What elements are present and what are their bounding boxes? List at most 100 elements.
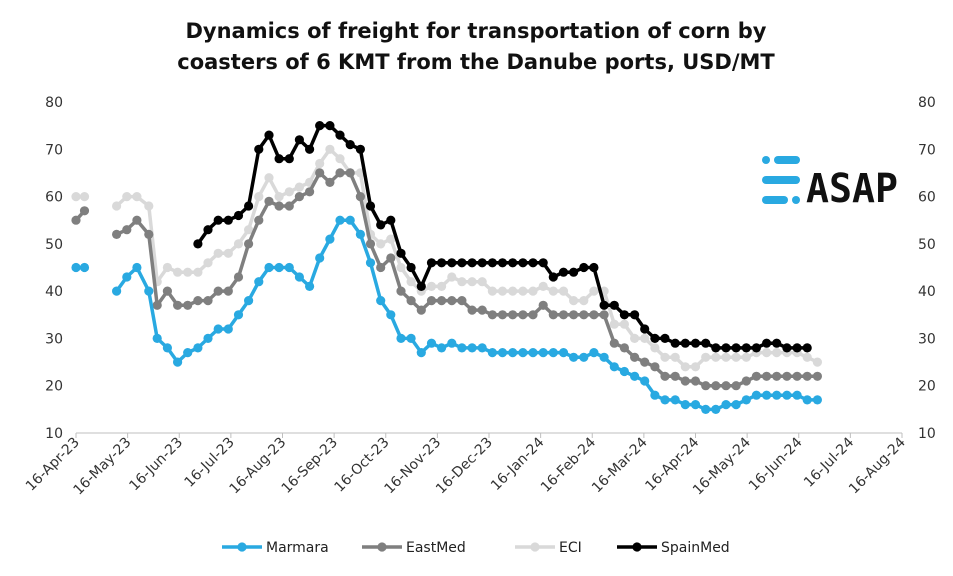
data-point-marmara xyxy=(670,395,680,405)
data-point-eci xyxy=(731,352,741,362)
data-point-eastmed xyxy=(193,296,203,306)
data-point-marmara xyxy=(233,310,244,320)
data-point-eci xyxy=(467,277,477,287)
data-point-eastmed xyxy=(528,310,538,320)
data-point-spainmed xyxy=(701,338,711,348)
data-point-eci xyxy=(254,192,264,202)
data-point-spainmed xyxy=(751,343,762,353)
data-point-eastmed xyxy=(426,296,437,306)
data-point-marmara xyxy=(579,352,589,362)
data-point-spainmed xyxy=(518,258,528,268)
logo-bar-1 xyxy=(762,156,770,164)
chart-title-line-1: Dynamics of freight for transportation o… xyxy=(185,19,766,43)
data-point-eastmed xyxy=(457,296,467,306)
y-tick-right: 10 xyxy=(918,426,936,442)
logo-text: ASAP xyxy=(806,166,898,212)
data-point-eci xyxy=(630,333,640,343)
data-point-spainmed xyxy=(630,310,640,320)
data-point-eci xyxy=(437,281,447,291)
data-point-eastmed xyxy=(325,177,335,187)
data-point-eastmed xyxy=(599,310,609,320)
series-layer xyxy=(71,121,823,414)
data-point-eastmed xyxy=(477,305,487,315)
data-point-eci xyxy=(315,158,325,169)
data-point-eastmed xyxy=(467,305,477,315)
data-point-eastmed xyxy=(721,381,731,391)
x-tick-label: 16-Aug-24 xyxy=(846,434,909,497)
data-point-eastmed xyxy=(284,201,294,211)
data-point-eci xyxy=(670,352,680,362)
data-point-eci xyxy=(193,267,203,277)
data-point-marmara xyxy=(751,390,762,400)
logo-bar-3 xyxy=(762,176,800,184)
data-point-eci xyxy=(162,262,172,273)
data-point-eastmed xyxy=(518,310,528,320)
data-point-eci xyxy=(640,333,650,343)
data-point-marmara xyxy=(396,333,406,343)
data-point-eci xyxy=(335,154,345,164)
data-point-eci xyxy=(660,352,670,362)
data-point-spainmed xyxy=(599,300,609,310)
data-point-eastmed xyxy=(244,239,254,249)
data-point-eci xyxy=(396,262,406,273)
data-point-eastmed xyxy=(508,310,518,320)
series-marmara xyxy=(71,215,823,414)
data-point-marmara xyxy=(355,229,365,239)
data-point-eastmed xyxy=(122,225,132,235)
data-point-spainmed xyxy=(284,154,294,164)
data-point-eci xyxy=(233,239,244,249)
data-point-eastmed xyxy=(487,310,497,320)
data-point-eci xyxy=(528,286,538,296)
data-point-marmara xyxy=(223,324,233,334)
y-tick-right: 20 xyxy=(918,379,936,395)
data-point-eci xyxy=(548,286,558,296)
data-point-marmara xyxy=(690,400,701,410)
data-point-spainmed xyxy=(589,262,599,273)
data-point-marmara xyxy=(487,348,497,358)
data-point-spainmed xyxy=(315,121,325,131)
data-point-marmara xyxy=(71,262,81,273)
data-point-eastmed xyxy=(497,310,508,320)
data-point-eci xyxy=(132,192,142,202)
data-point-eci xyxy=(619,319,630,329)
data-point-spainmed xyxy=(497,258,508,268)
data-point-marmara xyxy=(619,366,630,377)
series-line-eci xyxy=(76,147,819,369)
data-point-eci xyxy=(762,348,772,358)
data-point-marmara xyxy=(792,390,802,400)
data-point-spainmed xyxy=(437,258,447,268)
legend-item-spainmed: SpainMed xyxy=(617,540,730,556)
data-point-eastmed xyxy=(274,201,284,211)
data-point-eastmed xyxy=(416,305,426,315)
data-point-marmara xyxy=(701,404,711,414)
data-point-eci xyxy=(487,286,497,296)
data-point-spainmed xyxy=(416,281,426,291)
data-point-eastmed xyxy=(406,296,416,306)
series-eci xyxy=(71,144,823,372)
data-point-eastmed xyxy=(203,296,213,306)
data-point-marmara xyxy=(305,281,315,291)
data-point-eci xyxy=(173,267,183,277)
y-tick-right: 80 xyxy=(918,95,936,111)
data-point-spainmed xyxy=(711,343,721,353)
data-point-eastmed xyxy=(335,168,345,178)
logo-bar-4 xyxy=(762,196,788,204)
data-point-eci xyxy=(477,277,487,287)
data-point-marmara xyxy=(650,390,660,400)
data-point-spainmed xyxy=(538,258,548,268)
data-point-eastmed xyxy=(741,376,751,386)
data-point-eastmed xyxy=(112,229,122,239)
data-point-eci xyxy=(701,352,711,362)
data-point-spainmed xyxy=(365,201,376,211)
data-point-eastmed xyxy=(680,376,690,386)
data-point-eastmed xyxy=(437,296,447,306)
data-point-eastmed xyxy=(711,381,721,391)
data-point-spainmed xyxy=(670,338,680,348)
legend: Marmara EastMed ECI SpainMed xyxy=(222,540,730,556)
data-point-eastmed xyxy=(447,296,457,306)
data-point-marmara xyxy=(528,348,538,358)
data-point-eastmed xyxy=(609,338,619,348)
data-point-eci xyxy=(79,192,90,202)
chart-title-line-2: coasters of 6 KMT from the Danube ports,… xyxy=(177,50,775,74)
data-point-eastmed xyxy=(386,253,396,263)
